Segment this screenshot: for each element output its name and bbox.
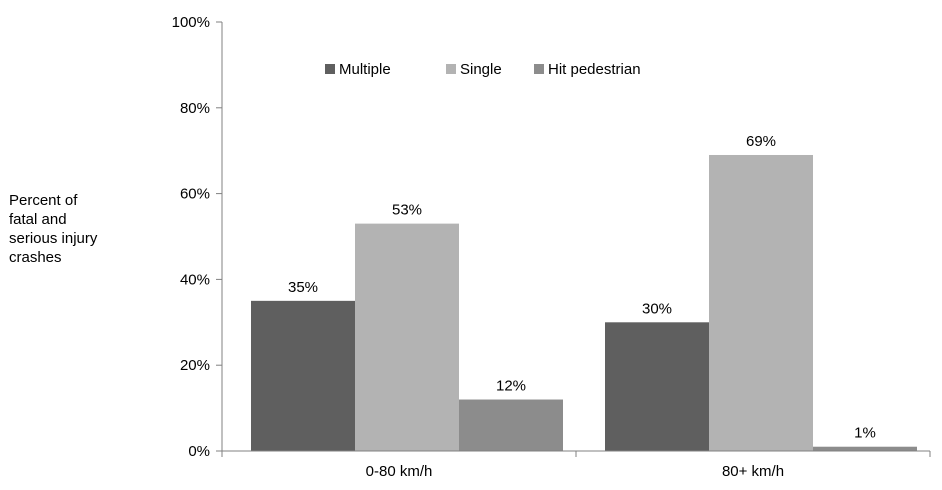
y-tick-label: 40% — [180, 271, 210, 288]
data-label: 30% — [642, 300, 672, 317]
bar — [459, 399, 563, 451]
data-label: 35% — [288, 279, 318, 296]
y-axis-label-line: crashes — [9, 249, 62, 266]
bar — [605, 322, 709, 451]
legend-swatch — [534, 64, 544, 74]
data-label: 53% — [392, 202, 422, 219]
legend-label: Single — [460, 61, 502, 78]
bar — [709, 154, 813, 452]
legend-swatch — [446, 64, 456, 74]
y-axis-label-line: Percent of — [9, 192, 78, 209]
y-axis-label: Percent of fatal and serious injury cras… — [9, 191, 169, 267]
legend-label: Multiple — [339, 61, 391, 78]
legend-swatch — [325, 64, 335, 74]
data-label: 12% — [496, 378, 526, 395]
y-axis-label-line: serious injury — [9, 230, 98, 247]
data-label: 1% — [854, 425, 876, 442]
bar — [813, 446, 917, 451]
x-tick-label: 0-80 km/h — [366, 463, 433, 480]
bar — [355, 223, 459, 451]
bar — [251, 300, 355, 451]
data-label: 69% — [746, 133, 776, 150]
y-tick-label: 60% — [180, 186, 210, 203]
x-tick-label: 80+ km/h — [722, 463, 784, 480]
y-tick-label: 100% — [172, 14, 210, 31]
legend-label: Hit pedestrian — [548, 61, 641, 78]
y-axis-label-line: fatal and — [9, 211, 67, 228]
y-tick-label: 20% — [180, 357, 210, 374]
y-tick-label: 0% — [188, 443, 210, 460]
y-tick-label: 80% — [180, 100, 210, 117]
